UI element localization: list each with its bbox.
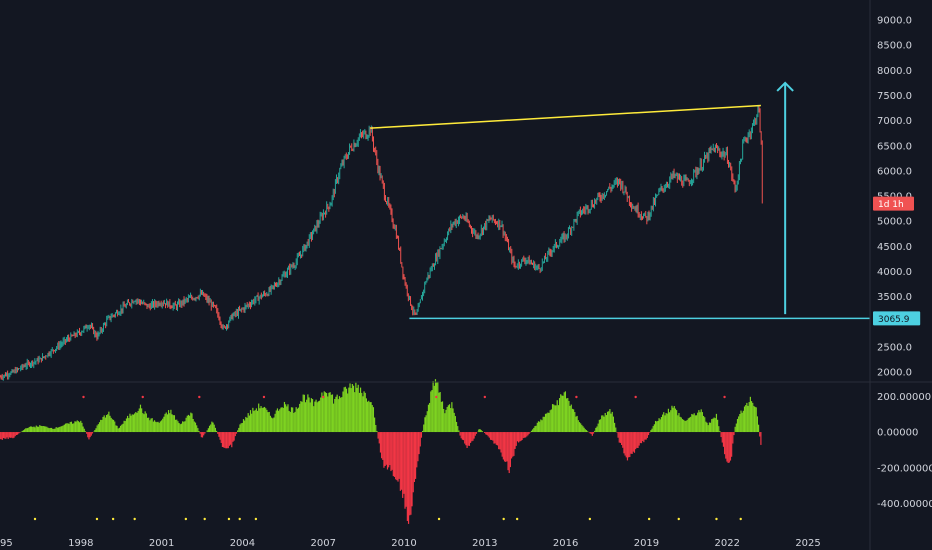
price-tick-label: 8500.0 xyxy=(877,41,912,52)
oscillator-top-marker xyxy=(141,395,144,399)
time-tick-label: 2016 xyxy=(553,538,578,549)
price-tag-label: 1d 1h xyxy=(878,200,904,210)
oscillator-bars xyxy=(0,379,762,524)
price-tag-badge xyxy=(873,196,914,211)
time-tick-label: 1998 xyxy=(68,538,93,549)
price-tick-label: 2500.0 xyxy=(877,342,912,353)
oscillator-bottom-marker xyxy=(515,517,519,521)
oscillator-top-marker xyxy=(82,395,85,399)
time-tick-label: 2019 xyxy=(634,538,659,549)
oscillator-bottom-marker xyxy=(203,517,206,521)
time-tick-label: 1995 xyxy=(0,538,13,549)
price-tick-label: 5000.0 xyxy=(877,217,912,228)
oscillator-bottom-marker xyxy=(227,517,231,521)
price-tick-label: 3500.0 xyxy=(877,292,912,303)
price-tick-label: 6500.0 xyxy=(877,141,912,152)
price-tag-badge xyxy=(873,311,921,326)
oscillator-bottom-marker xyxy=(502,517,505,521)
oscillator-top-marker xyxy=(483,395,487,399)
price-candles xyxy=(0,104,763,381)
oscillator-top-marker xyxy=(575,395,578,399)
oscillator-markers xyxy=(33,395,742,521)
price-tick-label: 4500.0 xyxy=(877,242,912,253)
oscillator-bottom-marker xyxy=(254,517,258,521)
price-tick-label: 6000.0 xyxy=(877,166,912,177)
oscillator-top-marker xyxy=(435,395,438,399)
time-axis[interactable]: 1995 1998 2001 2004 2007 2010 2013 2016 2019 2022… xyxy=(0,538,821,549)
price-tick-label: 7500.0 xyxy=(877,91,912,102)
oscillator-tick-label: -400.00000 xyxy=(877,499,932,510)
oscillator-bottom-marker xyxy=(437,517,441,521)
oscillator-bottom-marker xyxy=(588,517,592,521)
oscillator-bottom-marker xyxy=(647,517,651,521)
time-tick-label: 2013 xyxy=(472,538,497,549)
time-tick-label: 2025 xyxy=(795,538,820,549)
price-tick-label: 8000.0 xyxy=(877,66,912,77)
oscillator-axis[interactable]: 200.00000 0.00000 -200.00000 -400.00000 xyxy=(877,392,932,510)
oscillator-top-marker xyxy=(634,395,637,399)
oscillator-top-marker xyxy=(322,395,325,399)
time-tick-label: 2004 xyxy=(230,538,255,549)
price-tick-label: 9000.0 xyxy=(877,16,912,27)
oscillator-bottom-marker xyxy=(33,517,37,521)
target-arrow-head xyxy=(776,81,794,92)
oscillator-tick-label: 200.00000 xyxy=(877,392,931,403)
oscillator-top-marker xyxy=(198,395,201,399)
oscillator-bottom-marker xyxy=(111,517,115,521)
price-axis[interactable]: 2000.02500.03000.03500.04000.04500.05000… xyxy=(873,16,921,379)
price-tick-label: 4000.0 xyxy=(877,267,912,278)
oscillator-bottom-marker xyxy=(238,517,241,521)
price-tick-label: 7000.0 xyxy=(877,116,912,127)
price-tick-label: 2000.0 xyxy=(877,367,912,378)
oscillator-pane[interactable] xyxy=(0,379,762,524)
resistance-trendline[interactable] xyxy=(370,104,761,129)
oscillator-tick-label: -200.00000 xyxy=(877,463,932,474)
oscillator-bottom-marker xyxy=(95,517,99,521)
oscillator-tick-label: 0.00000 xyxy=(877,428,918,439)
oscillator-bottom-marker xyxy=(715,517,718,521)
oscillator-bottom-marker xyxy=(739,517,742,521)
oscillator-bottom-marker xyxy=(133,517,136,521)
time-tick-label: 2007 xyxy=(310,538,335,549)
oscillator-top-marker xyxy=(262,395,266,399)
time-tick-label: 2022 xyxy=(715,538,740,549)
oscillator-top-marker xyxy=(723,395,726,399)
price-tag-label: 3065.9 xyxy=(878,315,910,325)
time-tick-label: 2010 xyxy=(391,538,416,549)
price-pane[interactable] xyxy=(0,81,870,381)
oscillator-bottom-marker xyxy=(677,517,680,521)
oscillator-bottom-marker xyxy=(184,517,188,521)
time-tick-label: 2001 xyxy=(149,538,174,549)
